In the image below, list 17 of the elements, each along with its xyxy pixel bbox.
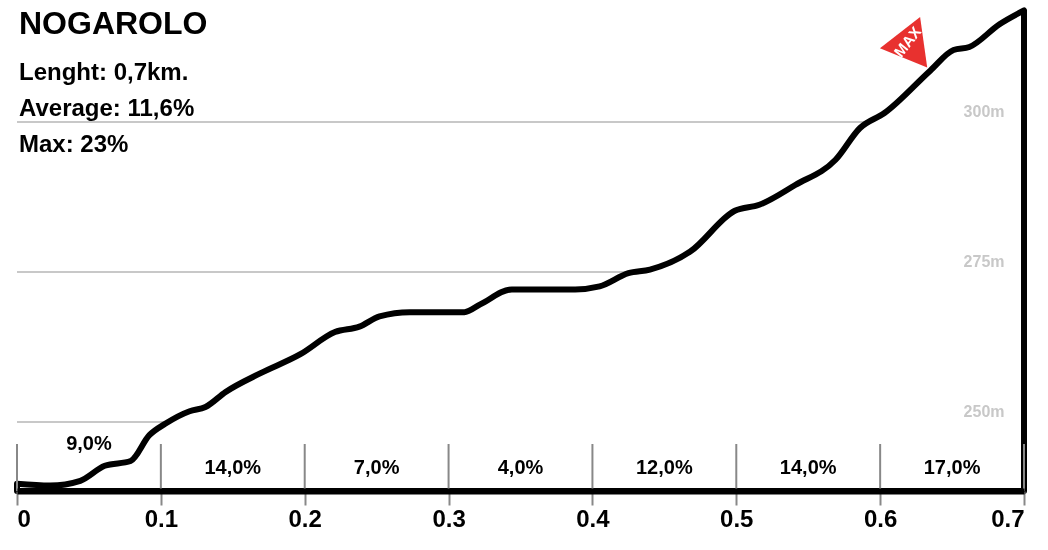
x-tick-label: 0.3 [432,504,466,532]
x-tick-label: 0 [17,504,31,532]
annotation: 7,0% [353,456,400,478]
annotation: 14,0% [779,456,837,478]
x-tick-label: 0.5 [720,504,754,532]
annotation: 12,0% [636,456,693,478]
annotation: 4,0% [497,456,544,478]
annotation: 9,0% [66,432,112,454]
chart-title: NOGAROLO [19,5,208,41]
x-tick-label: 0.6 [863,504,898,532]
x-tick-label: 0.4 [576,504,611,532]
annotation: 17,0% [923,456,981,478]
text: Lenght: 0,7km. Average: 11,6% Max: 23% [19,58,195,157]
x-tick-label: 0.1 [144,504,179,532]
annotation: 14,0% [204,456,262,478]
x-tick-label: 0.2 [288,504,322,532]
x-tick-label: 0.7 [991,504,1025,532]
